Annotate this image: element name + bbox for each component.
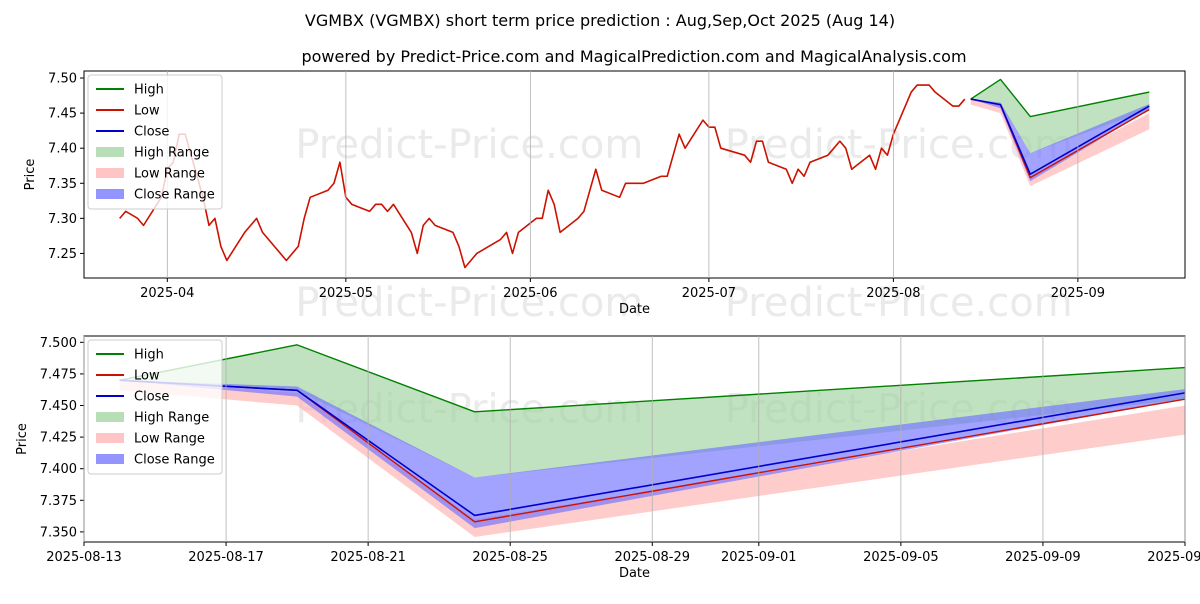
legend-swatch	[96, 168, 124, 178]
x-axis-label: Date	[619, 302, 650, 317]
legend-label: Close Range	[134, 453, 215, 468]
x-tick-label: 2025-05	[319, 286, 373, 301]
legend-swatch	[96, 454, 124, 464]
watermark: Predict-Price.com	[295, 122, 643, 168]
legend: High Low Close High Range Low Range Close Ran…	[87, 339, 223, 475]
y-tick-label: 7.50	[48, 72, 77, 87]
chart-title: VGMBX (VGMBX) short term price predictio…	[305, 11, 895, 30]
x-tick-label: 2025-04	[140, 286, 194, 301]
y-tick-label: 7.425	[40, 431, 77, 446]
x-tick-label: 2025-08-13	[46, 550, 122, 565]
x-tick-label: 2025-06	[503, 286, 557, 301]
legend-label: Low	[134, 369, 160, 384]
x-axis-label: Date	[619, 566, 650, 581]
y-tick-label: 7.350	[40, 525, 77, 540]
legend-label: Low Range	[134, 432, 205, 447]
x-tick-label: 2025-08-17	[188, 550, 264, 565]
top-panel: Predict-Price.com Predict-Price.com Predic…	[23, 70, 1186, 326]
x-tick-label: 2025-09-09	[1005, 550, 1081, 565]
close-forecast-line	[970, 98, 1150, 175]
y-tick-label: 7.500	[40, 336, 77, 351]
x-tick-label: 2025-09	[1051, 286, 1105, 301]
legend-label: Low	[134, 104, 160, 119]
watermark: Predict-Price.com	[295, 280, 643, 326]
y-axis-label: Price	[23, 159, 38, 191]
x-tick-label: 2025-08-25	[472, 550, 548, 565]
legend-label: High	[134, 83, 164, 98]
y-tick-label: 7.475	[40, 367, 77, 382]
y-tick-label: 7.375	[40, 494, 77, 509]
legend-swatch	[96, 189, 124, 199]
legend-label: Close	[134, 390, 169, 405]
chart-subtitle: powered by Predict-Price.com and Magical…	[301, 47, 966, 66]
legend-swatch	[96, 412, 124, 422]
x-tick-label: 2025-08-29	[614, 550, 690, 565]
legend-swatch	[96, 433, 124, 443]
legend-label: High Range	[134, 411, 209, 426]
y-tick-label: 7.30	[48, 212, 77, 227]
x-tick-label: 2025-09-05	[863, 550, 939, 565]
legend-label: Low Range	[134, 167, 205, 182]
x-tick-label: 2025-07	[682, 286, 736, 301]
legend-label: High	[134, 348, 164, 363]
legend-label: Close Range	[134, 188, 215, 203]
x-tick-label: 2025-08	[866, 286, 920, 301]
legend: High Low Close High Range Low Range Close Ran…	[87, 74, 223, 210]
high-forecast-line	[970, 78, 1150, 118]
plot-area	[119, 78, 1150, 269]
y-tick-label: 7.40	[48, 142, 77, 157]
x-tick-label: 2025-09-13	[1147, 550, 1200, 565]
legend-label: Close	[134, 125, 169, 140]
legend-label: High Range	[134, 146, 209, 161]
x-tick-label: 2025-08-21	[330, 550, 406, 565]
y-tick-label: 7.400	[40, 462, 77, 477]
x-tick-label: 2025-09-01	[721, 550, 797, 565]
legend-swatch	[96, 147, 124, 157]
y-tick-label: 7.45	[48, 107, 77, 122]
low-history-line	[119, 84, 966, 269]
high-range-band	[970, 79, 1150, 154]
y-tick-label: 7.25	[48, 247, 77, 262]
y-tick-label: 7.35	[48, 177, 77, 192]
y-tick-label: 7.450	[40, 399, 77, 414]
bottom-panel: Predict-Price.comPredict-Price.com7.3507…	[15, 335, 1200, 581]
low-range-band	[970, 99, 1150, 187]
y-axis-label: Price	[15, 423, 30, 455]
watermark: Predict-Price.com	[725, 280, 1073, 326]
axes-frame	[83, 70, 1186, 279]
